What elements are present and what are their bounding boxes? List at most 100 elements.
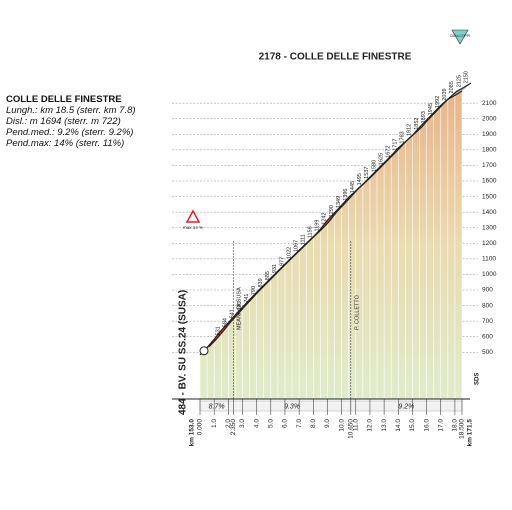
elevation-label: 1717 <box>393 139 399 151</box>
x-tick-label: 18.500 <box>459 419 466 439</box>
info-line: COLLE DELLE FINESTRE <box>6 94 122 105</box>
elevation-label: 1580 <box>371 160 377 172</box>
profile-area <box>200 90 462 400</box>
elevation-label: 1763 <box>400 131 406 143</box>
place-label: P. COLLETTO <box>354 294 360 330</box>
y-tick-label: 2000 <box>482 115 497 122</box>
elevation-label: 1992 <box>435 96 441 108</box>
x-tick-label: 11.0 <box>353 419 360 432</box>
elevation-label: 1111 <box>301 234 307 245</box>
y-tick-label: 1500 <box>482 193 497 200</box>
info-line: Pend.max: 14% (sterr. 11%) <box>6 138 125 149</box>
y-tick-label: 700 <box>482 318 493 325</box>
x-tick-label: 3.0 <box>239 419 246 428</box>
section-label: 9.3% <box>284 403 300 410</box>
x-tick-label: 2.350 <box>230 419 237 436</box>
y-tick-label: 900 <box>482 287 493 294</box>
elevation-label: 885 <box>265 271 271 280</box>
y-tick-label: 1600 <box>482 178 497 185</box>
place-label: MEANA DI SUSA <box>237 287 243 330</box>
elevation-label: 531 <box>216 326 222 335</box>
road-edge <box>208 82 472 348</box>
elevation-label: 1242 <box>322 212 328 224</box>
y-tick-label: 1800 <box>482 147 497 154</box>
elevation-label: 1893 <box>421 111 427 123</box>
elevation-label: 641 <box>230 309 236 318</box>
section-label: 9.2% <box>398 403 414 410</box>
summit-icon <box>451 29 469 45</box>
start-label: 484 - BV. SU SS.24 (SUSA) <box>178 290 189 415</box>
elevation-label: 2085 <box>449 81 455 93</box>
elevation-label: 977 <box>279 257 285 266</box>
elevation-label: 2039 <box>442 88 448 100</box>
max-label: max 14 % <box>183 225 203 230</box>
x-tick-label: 16.0 <box>423 419 430 432</box>
y-tick-label: 1000 <box>482 271 497 278</box>
x-tick-label: 0.000 <box>197 419 204 436</box>
y-tick-label: 1400 <box>482 209 497 216</box>
y-tick-label: 1900 <box>482 131 497 138</box>
elevation-label: 1445 <box>350 181 356 193</box>
x-tick-label: 4.0 <box>253 419 260 428</box>
km-start: km 153.0 <box>189 419 196 447</box>
elevation-label: 1156 <box>308 226 314 238</box>
y-tick-label: 500 <box>482 349 493 356</box>
info-line: Disl.: m 1694 (sterr. m 722) <box>6 116 121 127</box>
elevation-label: 1852 <box>414 118 420 130</box>
elevation-label: 790 <box>251 286 257 295</box>
profile-line <box>199 90 463 356</box>
info-line: Pend.med.: 9.2% (sterr. 9.2%) <box>6 127 134 138</box>
elevation-label: 1199 <box>315 220 321 232</box>
elevation-label: 2125 <box>456 75 462 87</box>
elevation-label: 1396 <box>343 189 349 201</box>
y-tick-label: 2100 <box>482 100 497 107</box>
x-tick-label: 8.0 <box>310 419 317 428</box>
y-tick-label: 600 <box>482 333 493 340</box>
y-tick-label: 1700 <box>482 162 497 169</box>
elevation-label: 2150 <box>463 71 469 83</box>
info-line: Lungh.: km 18.5 (sterr. km 7.8) <box>6 105 136 116</box>
x-tick-label: 17.0 <box>437 419 444 432</box>
x-tick-label: 6.0 <box>282 419 289 428</box>
elevation-label: 1067 <box>293 240 299 252</box>
x-tick-label: 7.0 <box>296 419 303 428</box>
elevation-label: 931 <box>272 264 278 273</box>
x-tick-label: 15.0 <box>409 419 416 432</box>
elevation-label: 839 <box>258 278 264 287</box>
x-tick-label: 14.0 <box>395 419 402 432</box>
max-sign <box>185 209 201 223</box>
elevation-label: 1537 <box>364 167 370 179</box>
km-end: km 171.5 <box>467 419 474 447</box>
elevation-label: 1290 <box>329 205 335 217</box>
info-block: COLLE DELLE FINESTRE Lungh.: km 18.5 (st… <box>6 94 136 149</box>
elevation-label: 1349 <box>336 196 342 208</box>
end-marker: SDS <box>475 373 481 385</box>
y-tick-label: 800 <box>482 302 493 309</box>
elevation-label: 1022 <box>286 247 292 259</box>
elevation-label: 1625 <box>378 153 384 165</box>
x-tick-label: 9.0 <box>324 419 331 428</box>
summit-label: CIMA COPPI <box>450 34 470 38</box>
x-tick-label: 13.0 <box>381 419 388 432</box>
y-tick-label: 1300 <box>482 224 497 231</box>
section-label: 8.7% <box>209 403 225 410</box>
y-tick-label: 1200 <box>482 240 497 247</box>
elevation-label: 1495 <box>357 173 363 185</box>
x-tick-label: 2.0 <box>225 419 232 428</box>
elevation-label: 1812 <box>407 124 413 136</box>
x-tick-label: 10.650 <box>348 419 355 439</box>
elevation-label: 1672 <box>385 146 391 158</box>
x-tick-label: 5.0 <box>268 419 275 428</box>
x-tick-label: 18.0 <box>452 419 459 432</box>
elevation-label: 584 <box>223 318 229 327</box>
y-tick-label: 1100 <box>482 256 496 263</box>
x-tick-label: 12.0 <box>367 419 374 432</box>
elevation-label: 741 <box>244 294 250 303</box>
start-marker <box>199 346 209 356</box>
x-tick-label: 1.0 <box>211 419 218 428</box>
x-tick-label: 10.0 <box>338 419 345 432</box>
chart-title: 2178 - COLLE DELLE FINESTRE <box>259 52 412 63</box>
elevation-label: 1945 <box>428 103 434 115</box>
